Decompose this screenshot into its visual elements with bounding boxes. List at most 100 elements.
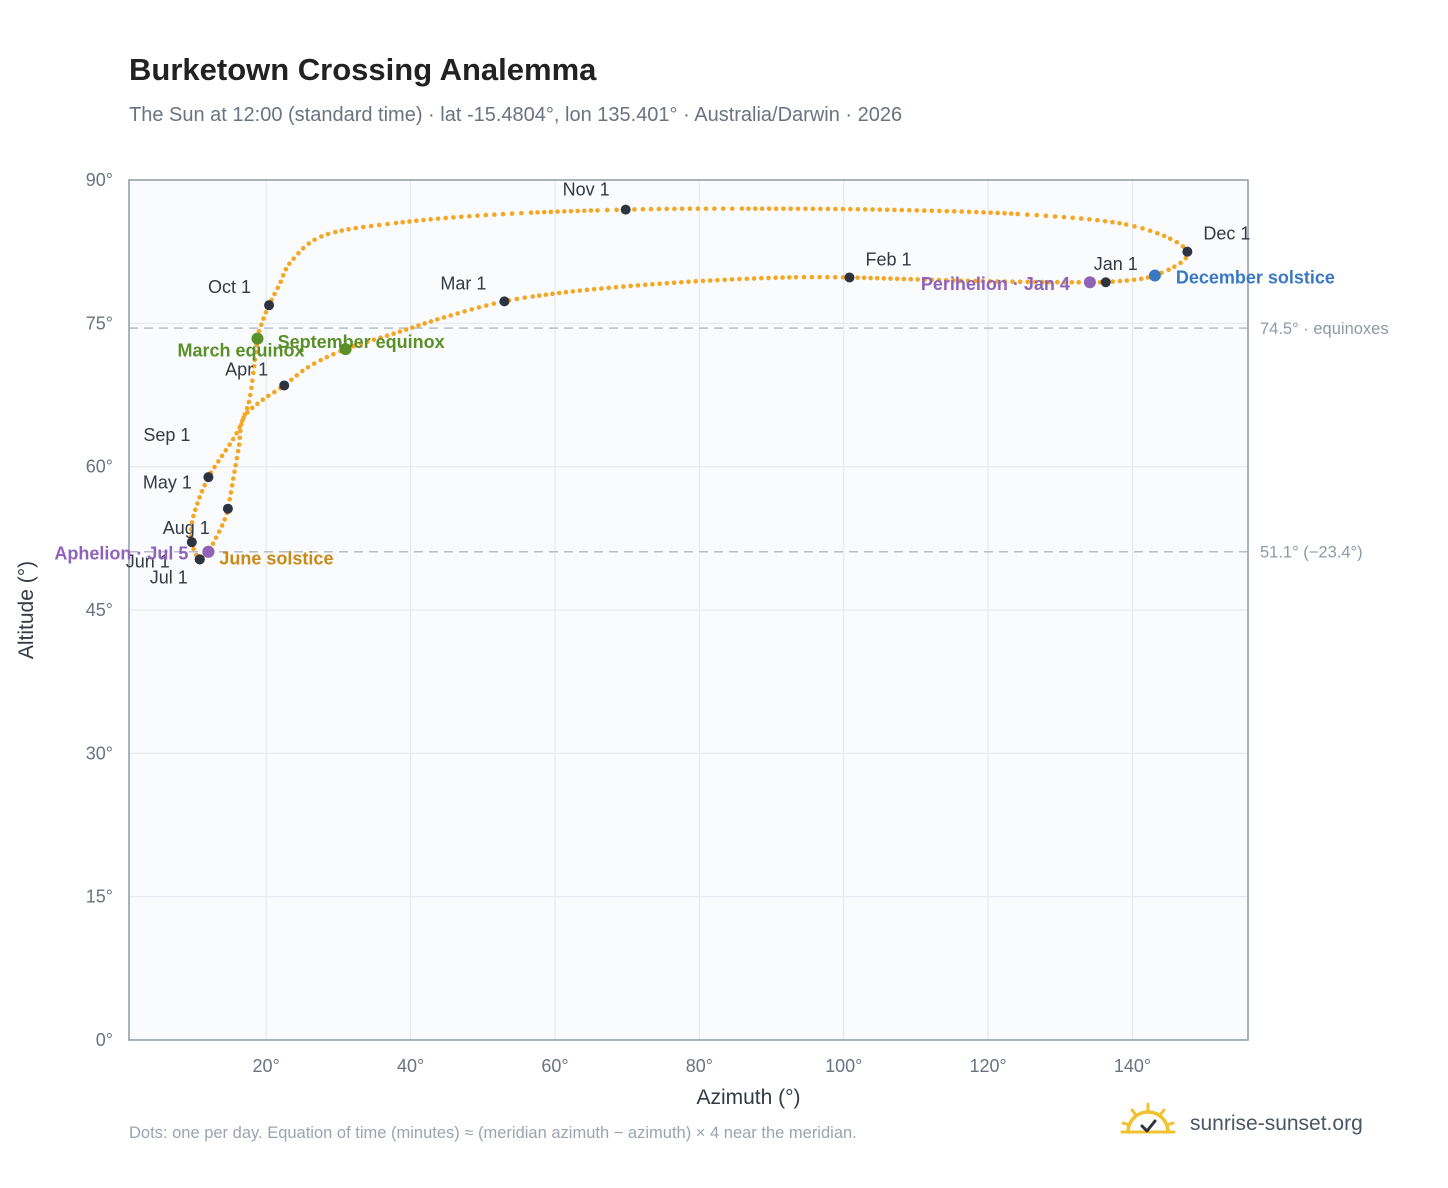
daily-dot (522, 295, 528, 301)
daily-dot (650, 281, 655, 287)
daily-dot (640, 206, 646, 212)
daily-dot (448, 313, 454, 318)
daily-dot (686, 279, 691, 285)
daily-dot (280, 273, 286, 278)
daily-dot (325, 231, 331, 237)
daily-dot (351, 343, 356, 349)
daily-dot (700, 278, 706, 284)
month-marker-label: Jun 1 (126, 551, 170, 571)
daily-dot (868, 275, 873, 281)
event-marker (1148, 269, 1161, 282)
daily-dot (818, 206, 823, 212)
daily-dot (289, 377, 294, 383)
event-label: Aphelion · Jul 5 (54, 544, 188, 564)
daily-dot (1161, 233, 1167, 239)
daily-dot (995, 279, 1000, 284)
daily-dot (773, 206, 779, 211)
daily-dot (712, 206, 717, 211)
sun-logo-icon (1120, 1102, 1176, 1134)
daily-dot (561, 209, 567, 214)
daily-dot (1052, 214, 1058, 219)
x-tick-label: 140° (1114, 1056, 1151, 1076)
daily-dot (245, 410, 250, 415)
y-tick-label: 0° (96, 1030, 113, 1050)
daily-dot (409, 325, 415, 330)
daily-dot (188, 533, 194, 539)
daily-dot (703, 206, 709, 211)
daily-dot (249, 405, 255, 411)
daily-dot (353, 225, 359, 231)
daily-dot (780, 275, 785, 280)
reference-line-label: 51.1° (−23.4°) (1260, 544, 1363, 562)
daily-dot (1124, 278, 1130, 283)
daily-dot (1138, 276, 1144, 282)
daily-dot (1015, 211, 1021, 217)
daily-dot (773, 275, 778, 281)
daily-dot (1010, 279, 1015, 285)
daily-dot (219, 453, 225, 459)
daily-dot (319, 234, 324, 239)
daily-dot (595, 208, 600, 213)
daily-dot (191, 513, 196, 519)
daily-dot (227, 496, 233, 502)
daily-dot (365, 339, 370, 345)
daily-dot (632, 207, 637, 212)
daily-dot (959, 209, 964, 214)
plot-frame (128, 179, 1249, 1041)
footnote: Dots: one per day. Equation of time (min… (129, 1124, 857, 1142)
daily-dot (848, 206, 853, 212)
month-marker (203, 472, 214, 483)
daily-dot (937, 208, 942, 214)
daily-dot (469, 307, 475, 312)
month-marker-label: Sep 1 (143, 425, 190, 445)
daily-dot (251, 363, 257, 369)
daily-dot (435, 317, 440, 322)
daily-dot (192, 507, 198, 513)
daily-dot (787, 275, 792, 280)
daily-dot (914, 208, 920, 213)
daily-dot (881, 276, 887, 281)
daily-dot (752, 206, 758, 211)
daily-dot (550, 291, 555, 297)
daily-dot (803, 206, 808, 212)
daily-dot (987, 279, 993, 284)
daily-dot (1110, 279, 1116, 284)
daily-dot (238, 428, 243, 434)
daily-dot (1054, 279, 1060, 285)
daily-dot (687, 206, 693, 212)
daily-dot (519, 210, 524, 216)
daily-dot (300, 368, 305, 374)
daily-dot (1174, 239, 1180, 245)
daily-dot (908, 276, 914, 282)
daily-dot (283, 266, 289, 272)
daily-dot (252, 357, 258, 363)
month-marker-label: Apr 1 (225, 359, 268, 379)
daily-dot (1087, 217, 1092, 222)
daily-dot (1032, 279, 1038, 285)
daily-dot (1110, 219, 1115, 225)
daily-dot (855, 275, 860, 280)
daily-dot (216, 529, 222, 534)
daily-dot (414, 218, 419, 224)
daily-dot (514, 296, 520, 302)
daily-dot (657, 281, 662, 287)
y-tick-label: 15° (86, 887, 113, 907)
daily-dot (491, 301, 497, 306)
month-marker (844, 272, 855, 283)
daily-dot (870, 207, 875, 212)
daily-dot (407, 219, 412, 224)
daily-dot (237, 435, 243, 441)
event-label: Perihelion · Jan 4 (921, 274, 1070, 294)
daily-dot (635, 283, 641, 288)
daily-dot (210, 541, 216, 546)
daily-dot (584, 287, 590, 293)
daily-dot (378, 335, 383, 341)
daily-dot (766, 206, 772, 211)
brand-link[interactable]: sunrise-sunset.org (1120, 1102, 1390, 1146)
month-marker (620, 204, 631, 215)
daily-dot (358, 341, 364, 347)
daily-dot (981, 210, 986, 215)
daily-dot (484, 303, 489, 308)
daily-dot (1178, 260, 1183, 266)
